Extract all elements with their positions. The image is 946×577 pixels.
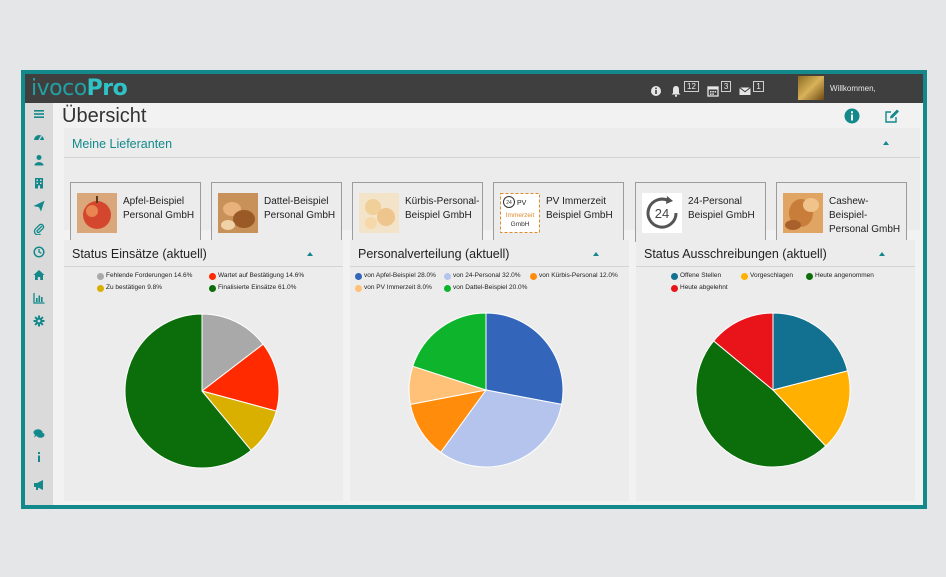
dashboard-icon[interactable] [31,130,47,144]
bar-chart-icon[interactable] [31,291,47,305]
home-icon[interactable] [31,268,47,282]
collapse-toggle-icon[interactable] [307,252,313,256]
collapse-toggle-icon[interactable] [883,141,889,145]
legend-item[interactable]: Fehlende Forderungen 14.6% [97,270,192,282]
svg-text:Immerzeit: Immerzeit [506,212,535,219]
clock-icon[interactable] [31,245,47,259]
pie-slice[interactable] [486,313,563,404]
supplier-logo [783,193,823,233]
legend-item[interactable]: von Dattel-Beispiel 20.0% [444,282,527,294]
notifications-badge: 12 [684,81,699,92]
supplier-card[interactable]: Kürbis-Personal- Beispiel GmbH [352,182,483,242]
legend-item[interactable]: von 24-Personal 32.0% [444,270,521,282]
panel-title: Status Einsätze (aktuell) [72,247,207,261]
supplier-logo [77,193,117,233]
gear-icon[interactable] [31,314,47,328]
status-ausschreibungen-panel: Status Ausschreibungen (aktuell) Offene … [636,240,915,501]
pie-chart [124,313,284,473]
pie-chart [695,312,855,472]
top-bar: ivocoPro 12 3 1 Willkommen, [25,74,923,103]
legend-item[interactable]: Heute angenommen [806,270,874,282]
legend-item[interactable]: von Kürbis-Personal 12.0% [530,270,618,282]
info-circle-icon[interactable] [844,108,860,124]
supplier-card[interactable]: Cashew-Beispiel- Personal GmbH [776,182,907,242]
logo[interactable]: ivocoPro [31,76,127,101]
supplier-logo: 24 [642,193,682,233]
paperclip-icon[interactable] [31,222,47,236]
messages-button[interactable]: 1 [739,81,763,97]
legend-item[interactable]: Zu bestätigen 9.8% [97,282,162,294]
supplier-card[interactable]: 24 PV Immerzeit GmbH PV Immerzeit Beispie… [493,182,624,242]
welcome-text[interactable]: Willkommen, [830,84,876,93]
lieferanten-title: Meine Lieferanten [72,137,172,151]
supplier-logo [218,193,258,233]
chat-icon[interactable] [31,427,47,441]
menu-icon[interactable] [31,107,47,121]
page-title: Übersicht [62,105,146,128]
bell-icon [670,85,682,97]
supplier-card[interactable]: Dattel-Beispiel Personal GmbH [211,182,342,242]
collapse-toggle-icon[interactable] [593,252,599,256]
status-einsaetze-panel: Status Einsätze (aktuell) Fehlende Forde… [64,240,343,501]
legend-item[interactable]: Finalisierte Einsätze 61.0% [209,282,296,294]
legend-item[interactable]: Vorgeschlagen [741,270,793,282]
avatar[interactable] [798,76,824,100]
legend-item[interactable]: Wartet auf Bestätigung 14.6% [209,270,304,282]
svg-text:24: 24 [506,200,512,206]
supplier-card[interactable]: 24 24-Personal Beispiel GmbH [635,182,766,242]
personalverteilung-panel: Personalverteilung (aktuell) von Apfel-B… [350,240,629,501]
calendar-icon [707,85,719,97]
collapse-toggle-icon[interactable] [879,252,885,256]
info-icon[interactable] [650,81,662,97]
app-frame: ivocoPro 12 3 1 Willkommen, [21,70,927,509]
supplier-card[interactable]: Apfel-Beispiel Personal GmbH [70,182,201,242]
legend-item[interactable]: von PV Immerzeit 8.0% [355,282,432,294]
calendar-badge: 3 [721,81,731,92]
lieferanten-panel: Meine Lieferanten Apfel-Beispiel Personal… [64,128,920,230]
info-icon[interactable] [31,450,47,464]
messages-badge: 1 [753,81,763,92]
supplier-logo [359,193,399,233]
legend-item[interactable]: von Apfel-Beispiel 28.0% [355,270,436,282]
panel-title: Personalverteilung (aktuell) [358,247,509,261]
svg-text:GmbH: GmbH [511,221,530,228]
legend-item[interactable]: Offene Stellen [671,270,721,282]
calendar-button[interactable]: 3 [707,81,731,97]
sidebar [25,103,53,505]
edit-icon[interactable] [884,108,900,124]
envelope-icon [739,85,751,97]
svg-text:PV: PV [517,200,527,207]
user-icon[interactable] [31,153,47,167]
panel-title: Status Ausschreibungen (aktuell) [644,247,827,261]
megaphone-icon[interactable] [31,478,47,492]
pie-chart [408,312,568,472]
legend-item[interactable]: Heute abgelehnt [671,282,728,294]
svg-text:24: 24 [655,206,669,221]
building-icon[interactable] [31,176,47,190]
notifications-button[interactable]: 12 [670,81,699,97]
supplier-logo: 24 PV Immerzeit GmbH [500,193,540,233]
app-window: ivocoPro 12 3 1 Willkommen, [25,74,923,505]
send-icon[interactable] [31,199,47,213]
